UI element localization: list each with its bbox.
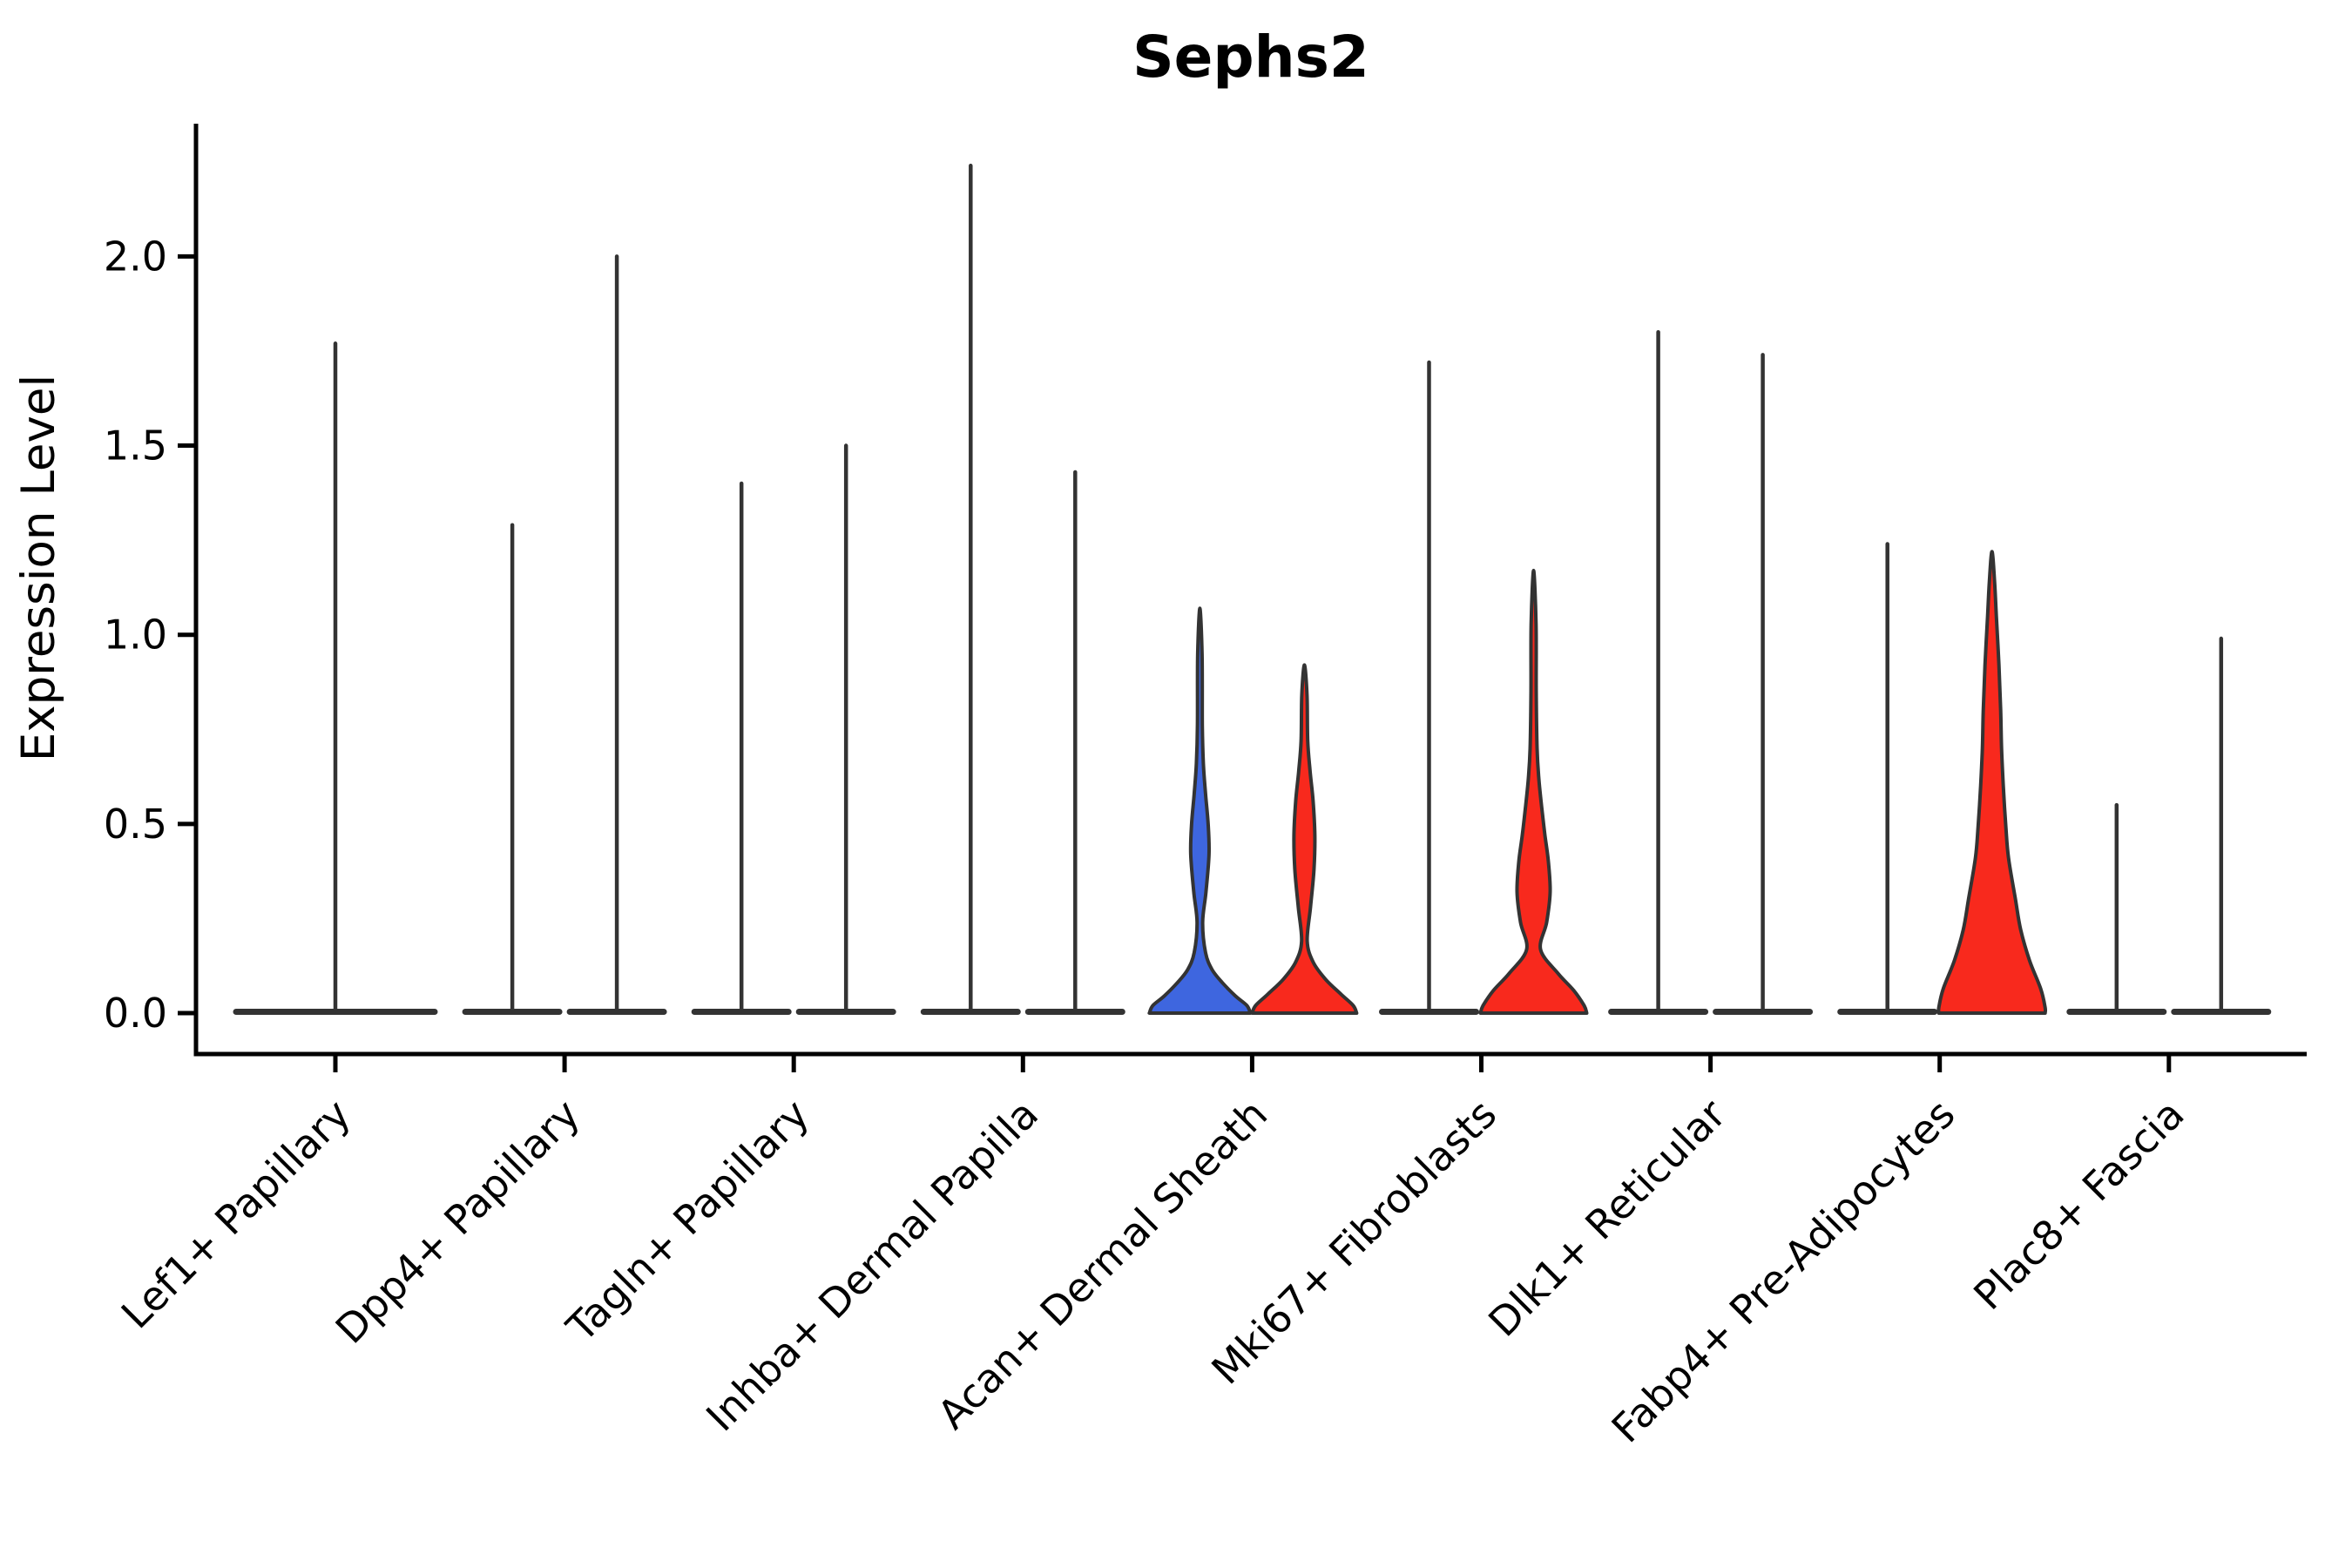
- violins-layer: [233, 163, 2272, 1015]
- violin-fabp4-pre-adipocytes-right: [1936, 550, 2048, 1015]
- plot-title: Sephs2: [1132, 24, 1369, 91]
- y-axis-label: Expression Level: [12, 375, 65, 761]
- x-label-dpp4-papillary: Dpp4+ Papillary: [327, 1091, 589, 1353]
- y-tick-label-1.0: 1.0: [104, 612, 167, 659]
- violin-acan-dermal-sheath-right: [1250, 663, 1359, 1015]
- x-label-lef1-papillary: Lef1+ Papillary: [112, 1091, 360, 1338]
- y-tick-label-0.5: 0.5: [104, 801, 167, 848]
- violin-acan-dermal-sheath-left: [1147, 606, 1253, 1015]
- violin-mki67-fibroblasts-right: [1478, 568, 1589, 1015]
- y-tick-label-2.0: 2.0: [104, 233, 167, 280]
- x-label-dlk1-reticular: Dlk1+ Reticular: [1479, 1091, 1734, 1346]
- y-tick-labels: 0.0 0.5 1.0 1.5 2.0: [104, 233, 196, 1037]
- y-tick-label-1.5: 1.5: [104, 422, 167, 470]
- x-label-plac8-fascia: Plac8+ Fascia: [1964, 1091, 2193, 1319]
- x-label-tagln-papillary: Tagln+ Papillary: [557, 1091, 818, 1352]
- y-tick-label-0.0: 0.0: [104, 990, 167, 1037]
